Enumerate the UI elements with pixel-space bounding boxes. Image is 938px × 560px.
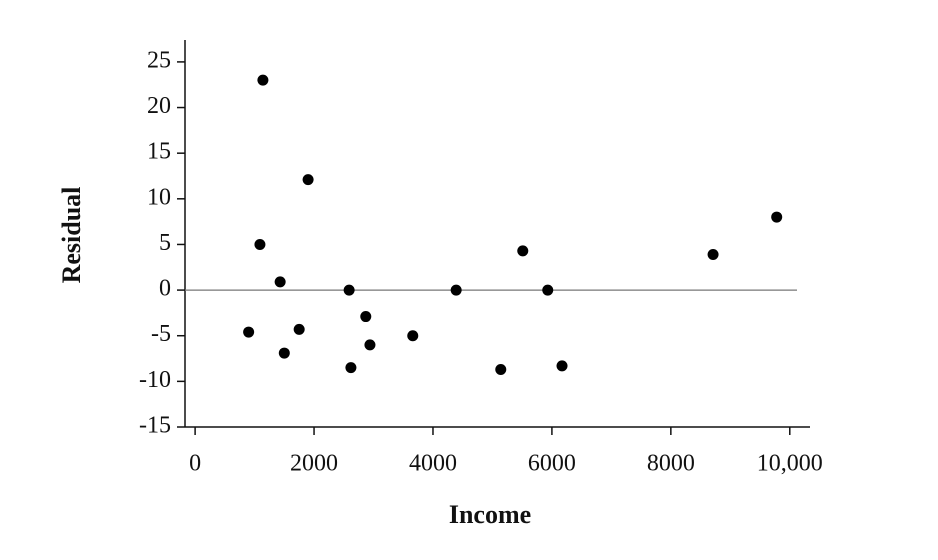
y-tick-label: -15 bbox=[139, 413, 171, 439]
point bbox=[254, 238, 266, 250]
x-tick-label: 4000 bbox=[409, 451, 457, 477]
y-tick-label: -10 bbox=[139, 367, 171, 393]
x-tick-label: 10,000 bbox=[757, 451, 823, 477]
point bbox=[257, 74, 269, 86]
point bbox=[345, 362, 357, 374]
y-tick-label: -5 bbox=[151, 321, 171, 347]
y-tick-label: 25 bbox=[147, 47, 171, 73]
x-tick-label: 0 bbox=[189, 451, 201, 477]
x-tick-label: 6000 bbox=[528, 451, 576, 477]
y-tick-label: 15 bbox=[147, 139, 171, 165]
point bbox=[243, 326, 255, 338]
point bbox=[707, 248, 719, 260]
point bbox=[517, 245, 529, 257]
point bbox=[274, 276, 286, 288]
point bbox=[450, 284, 462, 296]
x-tick-label: 2000 bbox=[290, 451, 338, 477]
point bbox=[556, 360, 568, 372]
point bbox=[343, 284, 355, 296]
y-tick-label: 10 bbox=[147, 184, 171, 210]
y-tick-label: 5 bbox=[159, 230, 171, 256]
point bbox=[278, 347, 290, 359]
point bbox=[360, 311, 372, 323]
point bbox=[293, 323, 305, 335]
point bbox=[407, 330, 419, 342]
point bbox=[302, 174, 314, 186]
y-tick-label: 0 bbox=[159, 276, 171, 302]
point bbox=[495, 363, 507, 375]
point bbox=[542, 284, 554, 296]
point bbox=[364, 339, 376, 351]
point bbox=[771, 211, 783, 223]
x-tick-label: 8000 bbox=[647, 451, 695, 477]
y-tick-label: 20 bbox=[147, 93, 171, 119]
y-axis-title: Residual bbox=[57, 187, 86, 284]
x-axis-title: Income bbox=[449, 500, 531, 529]
